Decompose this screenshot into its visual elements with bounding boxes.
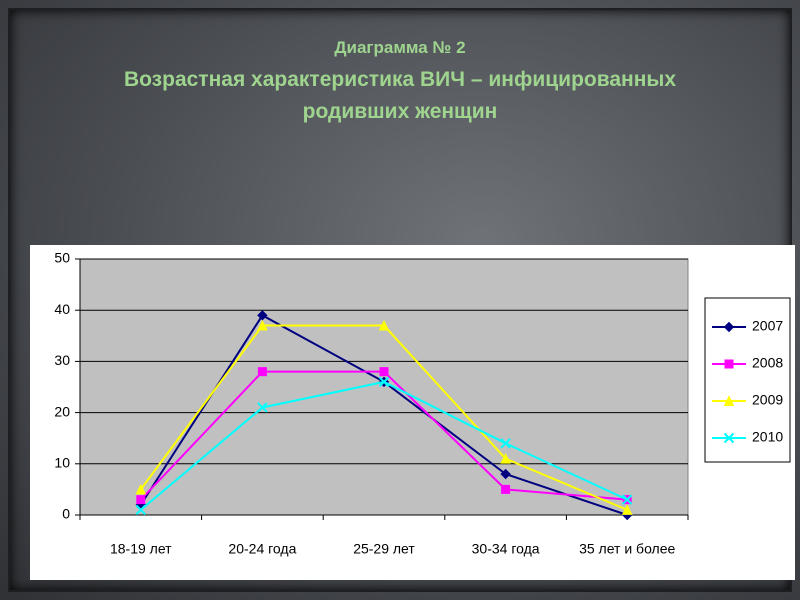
y-tick-label: 30	[54, 352, 70, 368]
chart-title: Диаграмма № 2	[334, 38, 466, 57]
data-point	[135, 483, 147, 495]
y-tick-label: 50	[54, 250, 70, 266]
legend-label: 2008	[752, 355, 783, 371]
data-point	[135, 504, 147, 516]
data-point	[257, 319, 268, 331]
y-tick-label: 20	[54, 403, 70, 419]
legend-marker	[724, 359, 734, 369]
y-tick-label: 40	[54, 301, 70, 317]
legend-marker	[723, 321, 735, 333]
data-point	[136, 495, 146, 505]
data-point	[378, 319, 390, 331]
x-tick-label: 35 лет и более	[579, 541, 675, 557]
legend-label: 2010	[752, 429, 783, 445]
legend-marker	[723, 395, 735, 406]
data-point	[621, 504, 633, 515]
y-tick-label: 0	[62, 506, 70, 522]
chart-subtitle: Возрастная характеристика ВИЧ – инфициро…	[123, 68, 677, 123]
legend-label: 2007	[752, 318, 783, 334]
x-tick-label: 18-19 лет	[110, 541, 172, 557]
x-tick-label: 25-29 лет	[353, 541, 415, 557]
data-point	[500, 453, 511, 464]
data-point	[501, 484, 511, 494]
x-tick-label: 20-24 года	[228, 541, 296, 557]
x-tick-label: 30-34 года	[472, 541, 540, 557]
data-point	[379, 367, 389, 377]
data-point	[257, 310, 268, 321]
data-point	[621, 494, 633, 505]
legend-marker	[723, 432, 735, 444]
legend-box	[704, 297, 791, 463]
data-point	[378, 376, 390, 388]
legend-label: 2009	[752, 392, 783, 408]
data-point	[257, 367, 267, 377]
data-point	[257, 402, 268, 413]
data-point	[500, 438, 511, 449]
data-point	[500, 468, 511, 480]
y-tick-label: 10	[54, 455, 70, 471]
